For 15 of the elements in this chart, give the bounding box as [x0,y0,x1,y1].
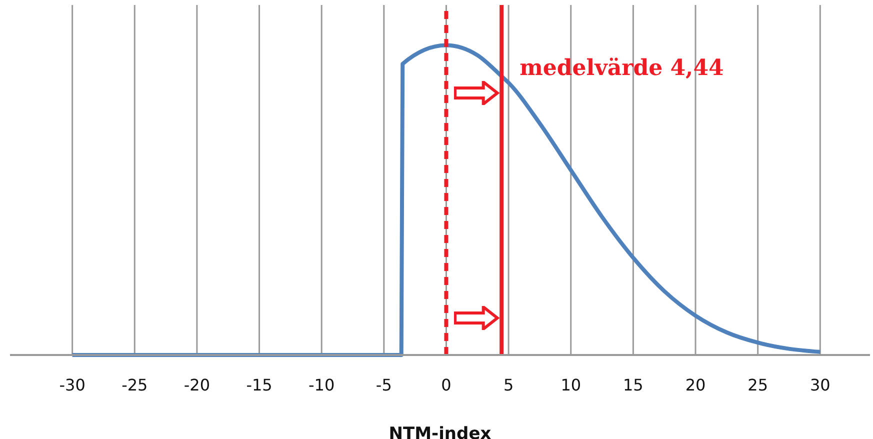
x-tick-label: -25 [122,375,148,394]
x-tick-label: -5 [376,375,392,394]
x-tick-label: -20 [184,375,210,394]
x-tick-label: 10 [560,375,582,394]
x-tick-label: 15 [623,375,644,394]
x-tick-label: 30 [810,375,830,394]
x-tick-label: 5 [503,375,514,394]
x-tick-label: 20 [685,375,706,394]
x-tick-label: -10 [308,375,335,394]
x-tick-label: 0 [441,375,452,394]
x-tick-label: -15 [246,375,272,394]
x-tick-label: 25 [748,375,768,394]
x-axis-title: NTM-index [388,424,492,439]
ref-line-label: medelvärde 4,44 [520,55,724,81]
x-tick-label: -30 [59,375,86,394]
